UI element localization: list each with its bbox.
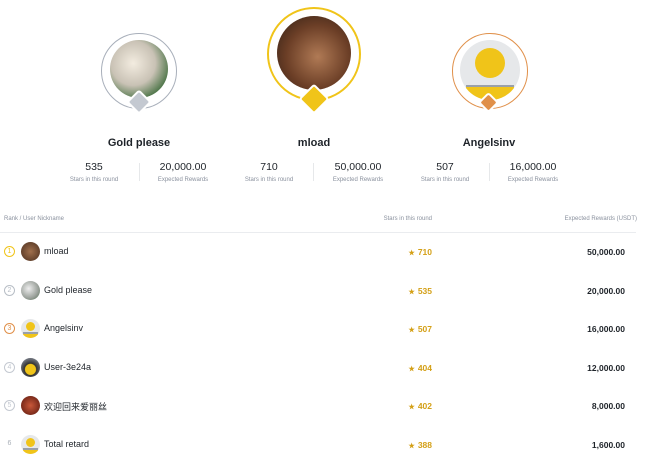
podium-stars: 507 Stars in this round: [420, 161, 470, 183]
stars-cell: ★ 404: [408, 363, 432, 373]
table-row[interactable]: 4 User-3e24a ★ 404 12,000.00: [0, 358, 640, 378]
reward-cell: 1,600.00: [591, 440, 625, 450]
divider: [139, 163, 140, 181]
podium-name: mload: [297, 137, 331, 149]
podium-reward: 50,000.00 Expected Rewards: [332, 161, 384, 183]
star-icon: ★: [408, 327, 415, 334]
user-nickname[interactable]: mload: [44, 246, 69, 256]
rank-badge: 5: [4, 400, 15, 411]
user-nickname[interactable]: 欢迎回来爱丽丝: [44, 402, 108, 412]
user-nickname[interactable]: Gold please: [44, 285, 93, 295]
star-icon: ★: [408, 404, 415, 411]
podium-stars: 535 Stars in this round: [69, 161, 119, 183]
user-nickname[interactable]: User-3e24a: [44, 362, 92, 372]
star-icon: ★: [408, 289, 415, 296]
star-icon: ★: [408, 250, 415, 257]
avatar-angelsinv[interactable]: [460, 40, 520, 100]
header-rank-user: Rank / User Nickname: [4, 216, 65, 222]
rank-badge: 2: [4, 285, 15, 296]
podium-name: Angelsinv: [462, 137, 516, 149]
star-icon: ★: [408, 443, 415, 450]
reward-cell: 8,000.00: [591, 401, 625, 411]
podium-stars: 710 Stars in this round: [244, 161, 294, 183]
podium-reward: 16,000.00 Expected Rewards: [507, 161, 559, 183]
podium-reward: 20,000.00 Expected Rewards: [157, 161, 209, 183]
stars-cell: ★ 507: [408, 324, 432, 334]
table-row[interactable]: 5 欢迎回来爱丽丝 ★ 402 8,000.00: [0, 396, 640, 416]
star-icon: ★: [408, 366, 415, 373]
user-nickname[interactable]: Total retard: [44, 439, 90, 449]
avatar-gold-please[interactable]: [110, 40, 168, 98]
reward-cell: 12,000.00: [587, 363, 625, 373]
header-rewards: Expected Rewards (USDT): [564, 216, 637, 222]
user-avatar[interactable]: [21, 281, 40, 300]
rank-badge: 1: [4, 246, 15, 257]
user-avatar[interactable]: [21, 435, 40, 454]
reward-cell: 16,000.00: [587, 324, 625, 334]
header-stars: Stars in this round: [383, 216, 432, 222]
stars-cell: ★ 388: [408, 440, 432, 450]
table-row[interactable]: 3 Angelsinv ★ 507 16,000.00: [0, 319, 640, 339]
user-avatar[interactable]: [21, 358, 40, 377]
rank-badge: 3: [4, 323, 15, 334]
user-avatar[interactable]: [21, 319, 40, 338]
divider: [313, 163, 314, 181]
rank-badge: 6: [7, 440, 12, 447]
stars-cell: ★ 402: [408, 401, 432, 411]
table-row[interactable]: 6 Total retard ★ 388 1,600.00: [0, 435, 640, 455]
user-avatar[interactable]: [21, 242, 40, 261]
divider: [489, 163, 490, 181]
stars-cell: ★ 710: [408, 247, 432, 257]
header-divider: [0, 232, 636, 233]
podium-name: Gold please: [107, 137, 171, 149]
table-row[interactable]: 1 mload ★ 710 50,000.00: [0, 242, 640, 262]
stars-cell: ★ 535: [408, 286, 432, 296]
rank-badge: 4: [4, 362, 15, 373]
avatar-mload[interactable]: [277, 16, 351, 90]
user-nickname[interactable]: Angelsinv: [44, 323, 84, 333]
reward-cell: 20,000.00: [587, 286, 625, 296]
reward-cell: 50,000.00: [587, 247, 625, 257]
user-avatar[interactable]: [21, 396, 40, 415]
table-row[interactable]: 2 Gold please ★ 535 20,000.00: [0, 281, 640, 301]
